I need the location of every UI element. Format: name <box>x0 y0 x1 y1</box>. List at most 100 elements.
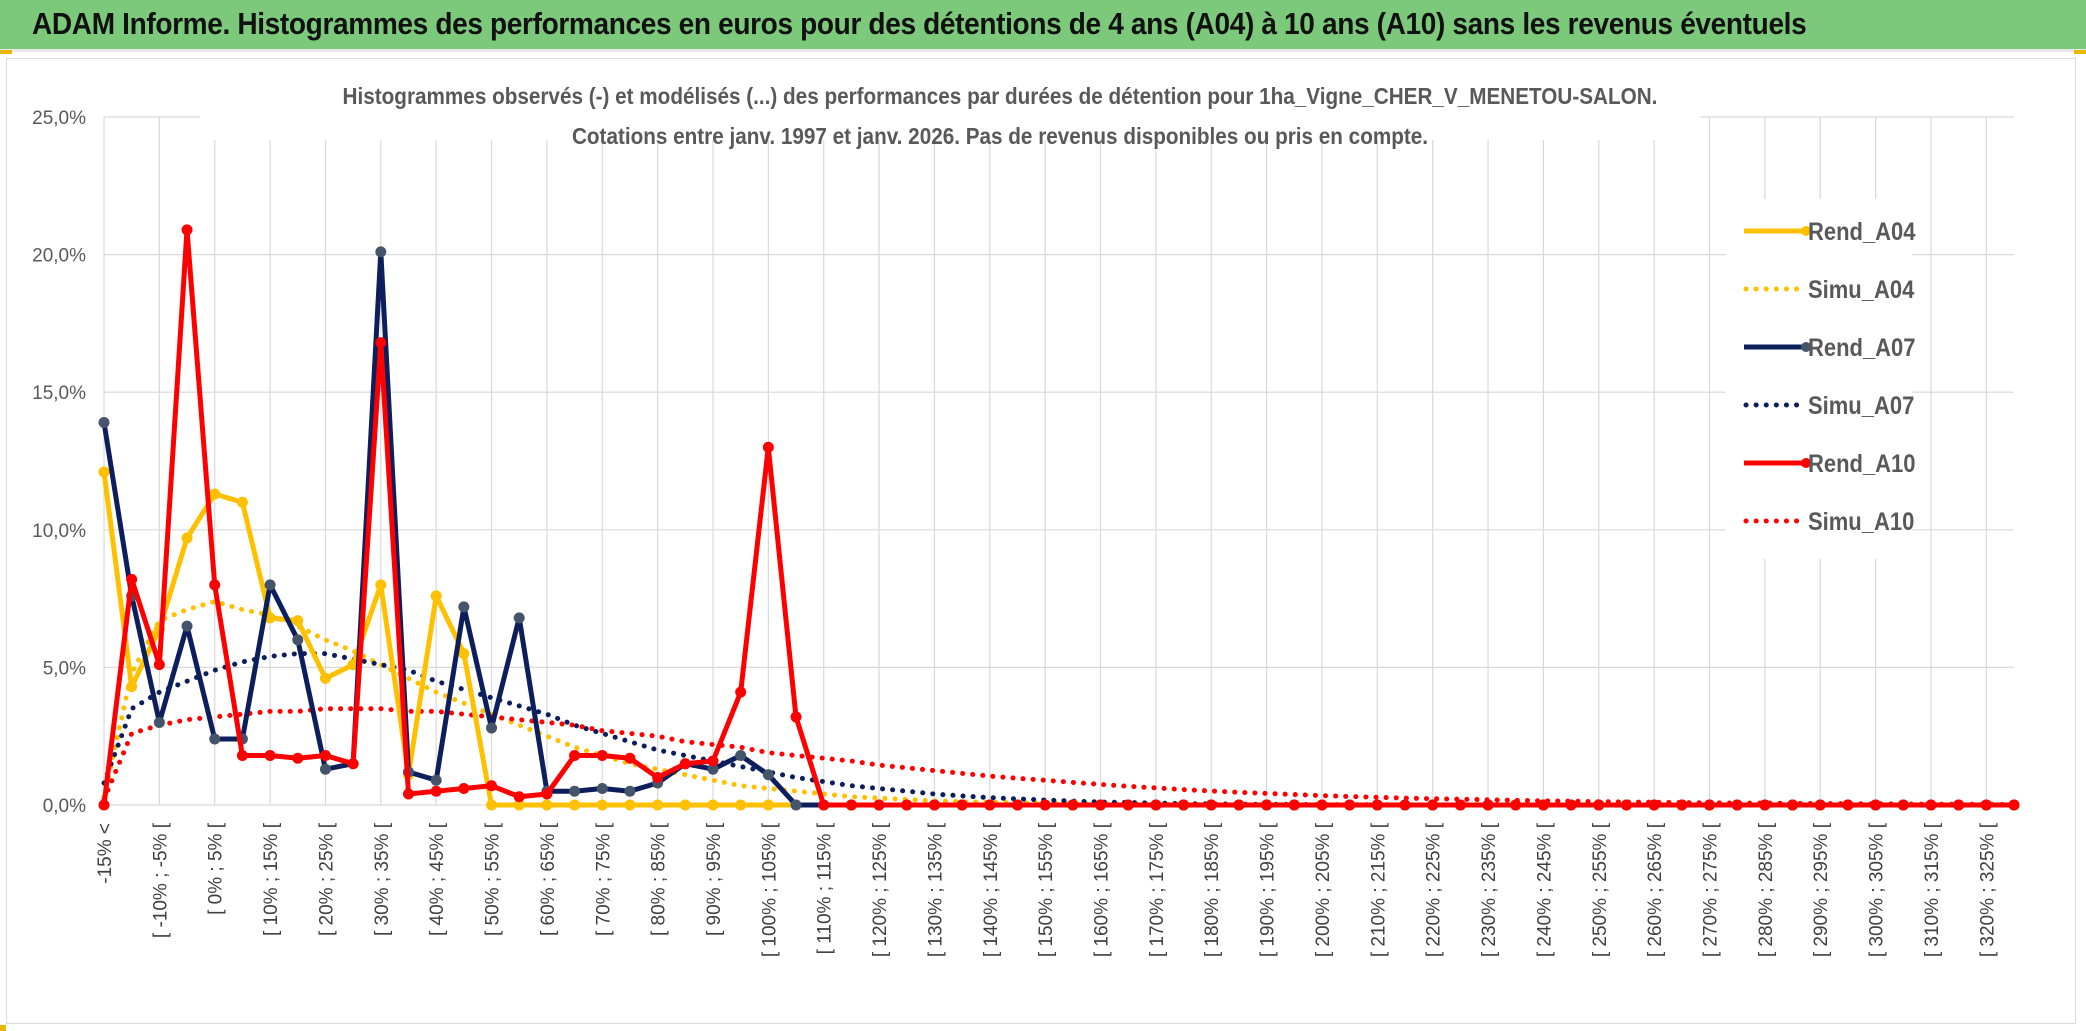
x-tick-label: [ 80% ; 85% [ <box>649 822 670 936</box>
x-tick-label: [ 310% ; 315% [ <box>1922 822 1943 957</box>
data-point <box>1316 799 1328 811</box>
data-point <box>1122 799 1134 811</box>
data-point <box>624 799 636 811</box>
series-line <box>101 598 2017 808</box>
corner-accent-bottom-left <box>0 1025 6 1031</box>
y-tick-label: 10,0% <box>32 521 86 542</box>
histogram-chart: 0,0% 5,0% 10,0% 15,0% 20,0% 25,0% -15% < [ -10… <box>32 78 2020 957</box>
chart-title-background <box>200 78 1700 140</box>
data-point <box>153 716 165 728</box>
x-tick-label: [ 60% ; 65% [ <box>538 822 559 936</box>
data-point <box>1593 799 1605 811</box>
data-point <box>292 634 304 646</box>
data-point <box>98 416 110 428</box>
corner-accent-top-left <box>0 50 12 54</box>
data-point <box>1925 799 1937 811</box>
data-point <box>209 488 221 500</box>
y-tick-label: 5,0% <box>43 658 86 679</box>
x-tick-label: [ 260% ; 265% [ <box>1645 822 1666 957</box>
data-point <box>1095 799 1107 811</box>
data-point <box>236 496 248 508</box>
data-point <box>209 733 221 745</box>
legend-label: Rend_A10 <box>1808 450 1916 478</box>
data-point <box>458 648 470 660</box>
x-tick-label: [ 230% ; 235% [ <box>1479 822 1500 957</box>
y-tick-label: 20,0% <box>32 246 86 267</box>
x-tick-label: [ 280% ; 285% [ <box>1756 822 1777 957</box>
data-point <box>1233 799 1245 811</box>
data-point <box>98 466 110 478</box>
x-tick-label: [ 70% ; 75% [ <box>593 822 614 936</box>
y-axis: 0,0% 5,0% 10,0% 15,0% 20,0% 25,0% <box>32 108 86 817</box>
data-point <box>292 615 304 627</box>
series-line <box>101 651 2017 808</box>
legend-item: Rend_A10 <box>1744 450 1916 478</box>
data-point <box>762 441 774 453</box>
data-point <box>1427 799 1439 811</box>
x-tick-label: [ 250% ; 255% [ <box>1590 822 1611 957</box>
y-tick-label: 25,0% <box>32 108 86 129</box>
x-tick-label: [ 50% ; 55% [ <box>483 822 504 936</box>
x-tick-label: [ 240% ; 245% [ <box>1534 822 1555 957</box>
data-point <box>1842 799 1854 811</box>
data-point <box>1371 799 1383 811</box>
y-tick-label: 0,0% <box>43 796 86 817</box>
x-tick-label: [ 210% ; 215% [ <box>1368 822 1389 957</box>
x-axis: -15% < [ -10% ; -5% [[ 0% ; 5% [[ 10% ; 1… <box>95 822 1998 957</box>
data-point <box>790 799 802 811</box>
data-point <box>707 755 719 767</box>
data-point <box>486 722 498 734</box>
data-point <box>181 620 193 632</box>
x-tick-label: [ 220% ; 225% [ <box>1424 822 1445 957</box>
x-tick-label: [ 180% ; 185% [ <box>1202 822 1223 957</box>
data-point <box>181 224 193 236</box>
series-simu-a07 <box>101 651 2017 808</box>
data-point <box>1648 799 1660 811</box>
data-point <box>1067 799 1079 811</box>
data-point <box>319 763 331 775</box>
chart-area: 0,0% 5,0% 10,0% 15,0% 20,0% 25,0% -15% < [ -10… <box>0 54 2086 1031</box>
data-point <box>486 799 498 811</box>
data-point <box>1565 799 1577 811</box>
x-tick-label: [ 190% ; 195% [ <box>1258 822 1279 957</box>
data-point <box>596 782 608 794</box>
data-point <box>1953 799 1965 811</box>
data-point <box>735 749 747 761</box>
report-title: ADAM Informe. Histogrammes des performan… <box>32 6 1807 41</box>
series-line <box>101 227 2014 808</box>
data-point <box>209 579 221 591</box>
data-point <box>513 612 525 624</box>
legend-item: Rend_A07 <box>1744 334 1916 361</box>
x-tick-label: [ 110% ; 115% [ <box>815 822 836 954</box>
chart-title-group: Histogrammes observés (-) et modélisés (… <box>200 78 1700 149</box>
x-tick-label: [ 120% ; 125% [ <box>870 822 891 957</box>
data-point <box>402 788 414 800</box>
data-point <box>264 579 276 591</box>
data-point <box>1537 799 1549 811</box>
data-point <box>1704 799 1716 811</box>
x-tick-label: [ 140% ; 145% [ <box>981 822 1002 957</box>
data-point <box>98 799 110 811</box>
legend-item: Simu_A04 <box>1743 276 1914 303</box>
data-point <box>319 749 331 761</box>
data-point <box>1510 799 1522 811</box>
data-point <box>1261 799 1273 811</box>
data-point <box>735 799 747 811</box>
x-tick-label: [ 30% ; 35% [ <box>372 822 393 936</box>
x-tick-label: [ 100% ; 105% [ <box>759 822 780 957</box>
data-point <box>1039 799 1051 811</box>
x-tick-label: -15% < <box>95 823 116 884</box>
data-point <box>679 799 691 811</box>
data-point <box>375 579 387 591</box>
x-tick-label: [ 10% ; 15% [ <box>261 822 282 936</box>
legend: Rend_A04 Simu_A04 Rend_A07 Simu_A07 Rend_A10… <box>1726 199 1916 559</box>
legend-item: Simu_A10 <box>1743 508 1914 536</box>
data-point <box>596 799 608 811</box>
data-point <box>845 799 857 811</box>
data-point <box>569 749 581 761</box>
data-point <box>375 337 387 349</box>
data-point <box>126 681 138 693</box>
report-banner: ADAM Informe. Histogrammes des performan… <box>0 0 2086 52</box>
legend-label: Simu_A10 <box>1808 508 1914 536</box>
data-point <box>513 799 525 811</box>
